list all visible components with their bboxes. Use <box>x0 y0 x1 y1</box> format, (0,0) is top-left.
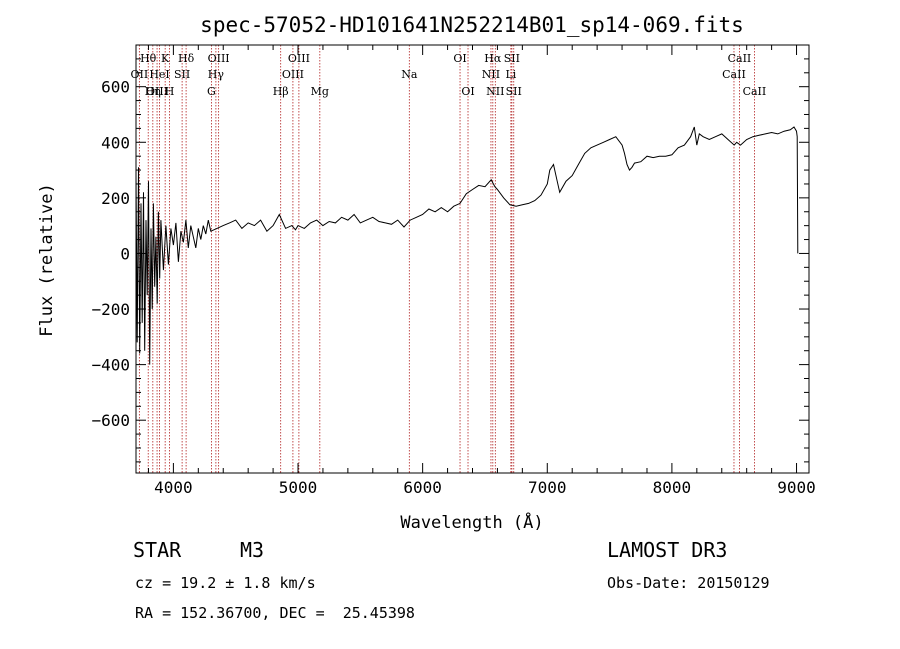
spectral-line-label: H <box>165 85 175 98</box>
spectral-line-label: OIII <box>288 52 310 65</box>
object-class: STAR <box>133 538 182 562</box>
spectrum-line <box>135 126 799 365</box>
spectral-line-label: CaII <box>743 85 767 98</box>
chart-title: spec-57052-HD101641N252214B01_sp14-069.f… <box>200 13 744 37</box>
spectral-line-label: SII <box>504 52 520 65</box>
spectral-line-label: OIII <box>282 68 304 81</box>
x-tick-label: 4000 <box>154 478 193 497</box>
x-tick-label: 8000 <box>653 478 692 497</box>
spectral-line-label: CaII <box>728 52 752 65</box>
observation-date: Obs-Date: 20150129 <box>607 574 770 592</box>
spectral-line-label: NII <box>482 68 500 81</box>
spectral-line-label: Na <box>401 68 418 81</box>
x-tick-label: 5000 <box>279 478 318 497</box>
coordinates: RA = 152.36700, DEC = 25.45398 <box>135 604 415 622</box>
y-tick-label: 0 <box>120 244 130 263</box>
spectral-line-label: Hθ <box>140 52 157 65</box>
plot-frame <box>135 44 810 474</box>
spectral-line-label: CaII <box>722 68 746 81</box>
x-tick-label: 6000 <box>403 478 442 497</box>
spectral-line-label: K <box>161 52 170 65</box>
x-axis-label: Wavelength (Å) <box>400 511 543 533</box>
spectral-line-label: Hγ <box>208 68 225 81</box>
object-subclass: M3 <box>240 538 265 562</box>
survey-name: LAMOST DR3 <box>607 538 728 562</box>
y-tick-label: −200 <box>91 300 130 319</box>
spectral-line-markers <box>138 45 755 473</box>
spectral-line-label: Hδ <box>178 52 195 65</box>
y-tick-label: 600 <box>101 78 130 97</box>
spectral-line-label: OII <box>131 68 149 81</box>
spectral-line-label: Li <box>505 68 516 81</box>
y-axis-label: Flux (relative) <box>37 183 57 337</box>
spectral-line-label: Hβ <box>273 85 289 98</box>
spectral-line-label: SII <box>174 68 190 81</box>
axis-ticks: 4000 5000 6000 7000 8000 9000 −600 −400 −200 0 200… <box>91 45 816 497</box>
y-tick-label: 200 <box>101 189 130 208</box>
x-tick-label: 7000 <box>528 478 567 497</box>
spectral-line-label: SII <box>506 85 522 98</box>
series-group <box>135 126 799 365</box>
spectral-line-label: HeI <box>149 68 169 81</box>
spectral-line-label: Hα <box>484 52 502 65</box>
spectral-line-label: OI <box>461 85 474 98</box>
spectral-line-label: G <box>207 85 216 98</box>
spectral-line-label: OIII <box>146 85 168 98</box>
spectral-line-label: OI <box>453 52 466 65</box>
x-tick-label: 9000 <box>777 478 816 497</box>
spectral-line-label: NII <box>486 85 504 98</box>
spectral-line-label: OIII <box>208 52 230 65</box>
y-tick-label: 400 <box>101 133 130 152</box>
spectral-line-labels: Hθ OII OIII HeI Hη K H SII Hδ OIII Hγ G Hβ OIII OIII Mg… <box>131 52 767 98</box>
y-tick-label: −400 <box>91 356 130 375</box>
redshift-cz: cz = 19.2 ± 1.8 km/s <box>135 574 316 592</box>
y-tick-label: −600 <box>91 411 130 430</box>
spectral-line-label: Hη <box>145 85 161 98</box>
spectral-line-label: Mg <box>311 85 329 98</box>
